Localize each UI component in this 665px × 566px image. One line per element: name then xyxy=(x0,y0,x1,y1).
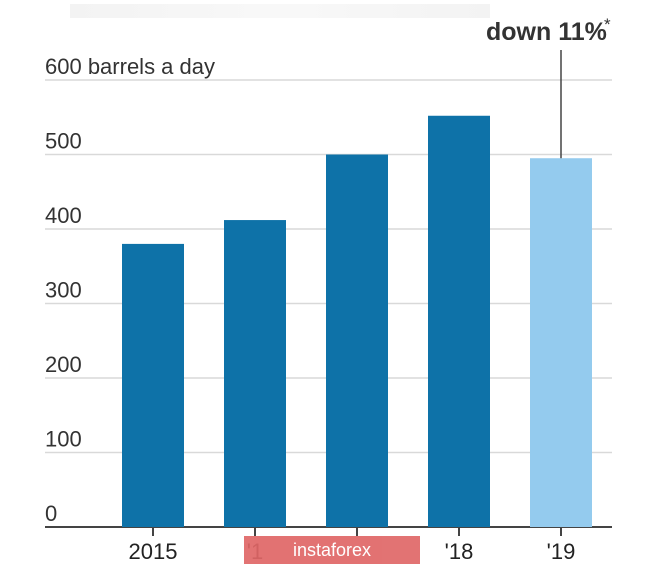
bar-2015 xyxy=(122,243,184,527)
faded-header-text xyxy=(70,4,490,18)
annotation: down 11%* xyxy=(486,15,611,159)
bars xyxy=(122,115,592,527)
y-tick-label-0: 0 xyxy=(45,501,57,526)
x-tick-label-2015: 2015 xyxy=(129,539,178,564)
y-tick-label-500: 500 xyxy=(45,129,82,154)
x-tick-marks xyxy=(152,527,562,536)
y-tick-label-400: 400 xyxy=(45,203,82,228)
y-tick-label-300: 300 xyxy=(45,278,82,303)
y-tick-label-100: 100 xyxy=(45,427,82,452)
annotation-asterisk: * xyxy=(604,15,611,34)
y-tick-label-200: 200 xyxy=(45,352,82,377)
x-tick-label-'19: '19 xyxy=(547,539,576,564)
instaforex-watermark: instaforex xyxy=(244,536,420,564)
bar-'17 xyxy=(326,154,388,527)
bar-'19 xyxy=(530,158,592,527)
bar-'16 xyxy=(224,220,286,527)
bar-'18 xyxy=(428,115,490,527)
y-tick-label-600: 600 barrels a day xyxy=(45,54,215,79)
y-tick-labels: 0 100 200 300 400 500 600 barrels a day xyxy=(45,54,215,526)
annotation-label: down 11% xyxy=(486,18,607,46)
x-tick-label-'18: '18 xyxy=(445,539,474,564)
